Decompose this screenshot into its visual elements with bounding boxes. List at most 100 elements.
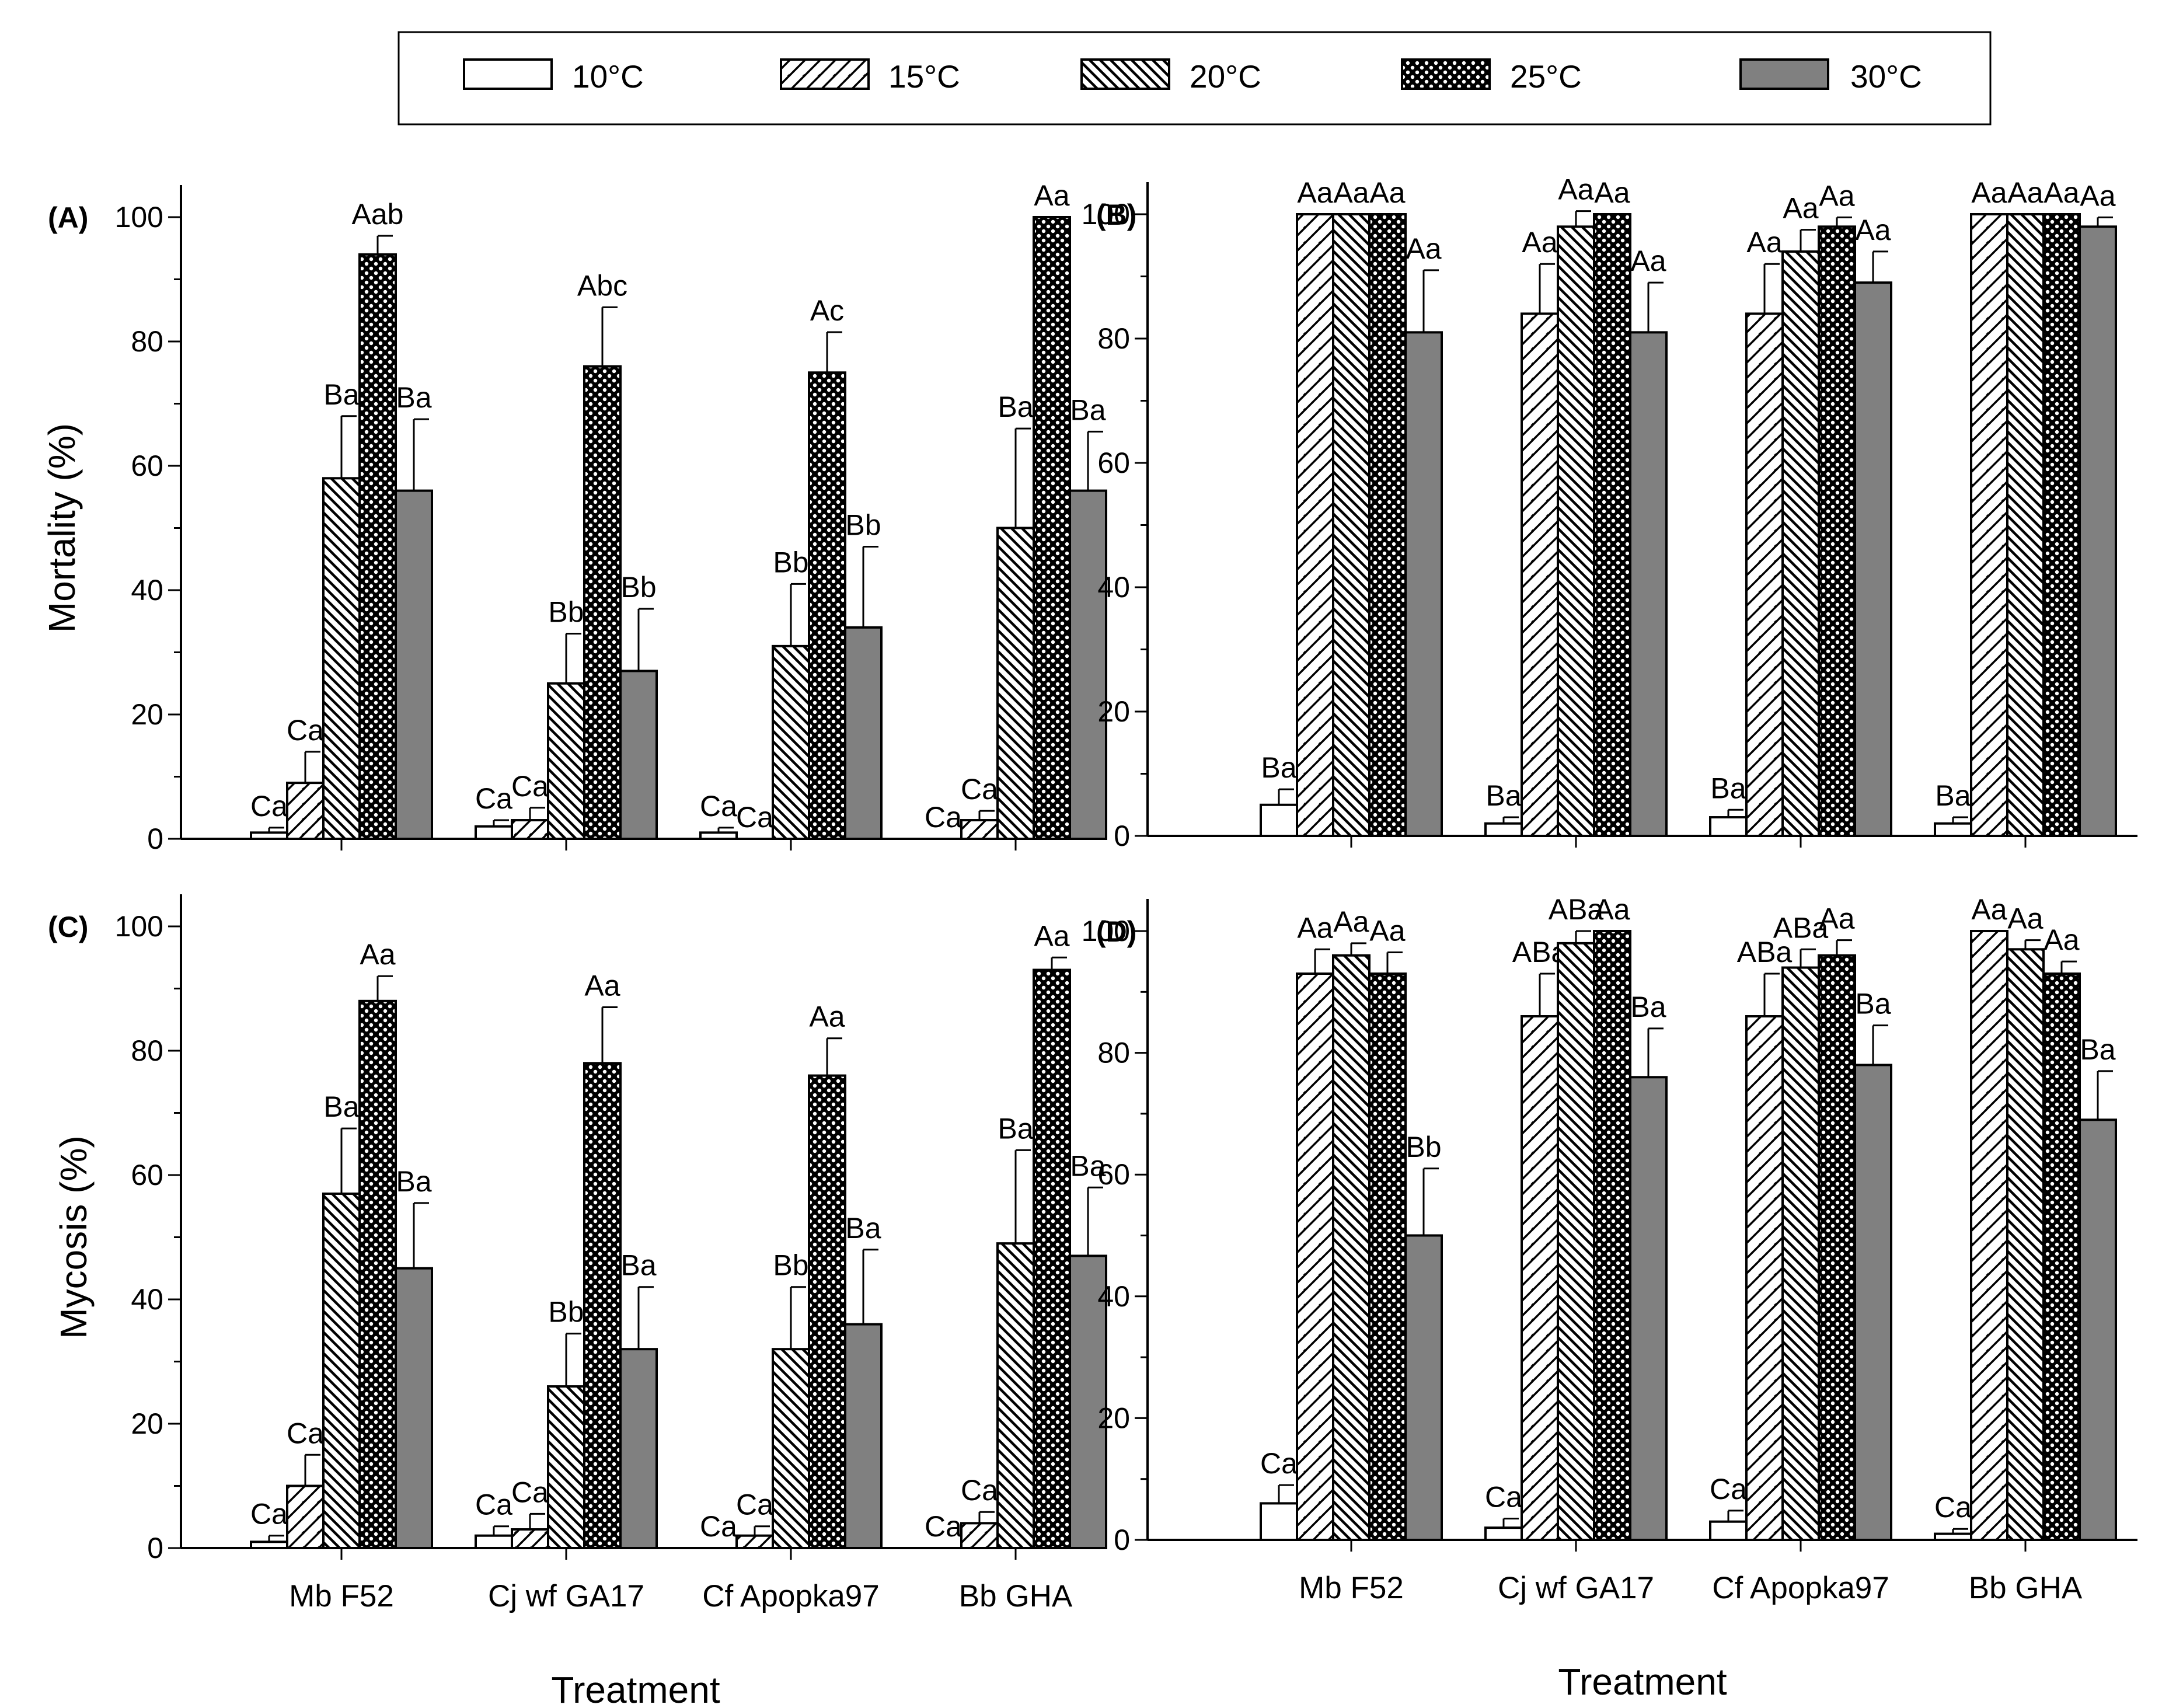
bar [547,1385,585,1550]
x-tick-label: Cf Apopka97 [702,1579,880,1613]
significance-label: Ca [961,1474,998,1507]
bar [1521,312,1559,837]
x-axis-label: Treatment [1558,1661,1727,1703]
bar [1484,822,1523,837]
significance-label: Aa [1971,176,2007,209]
significance-label: Aa [1819,902,1854,935]
bar [475,1534,513,1549]
bar [1069,1254,1107,1549]
bar [808,1074,846,1549]
bar [1296,213,1334,837]
bar [1368,213,1407,837]
significance-label: Aa [2044,923,2079,956]
bar [2042,972,2081,1541]
bar [286,782,325,841]
y-tick-label: 0 [1114,1524,1130,1556]
significance-label: Ca [1485,1480,1522,1513]
significance-label: Bb [845,508,881,541]
significance-label: Aa [1297,911,1333,944]
bar [735,1534,774,1549]
y-tick-label: 80 [1097,322,1130,355]
bar [2042,213,2081,837]
significance-label: Ca [925,1510,962,1543]
significance-label: Aa [1333,905,1369,938]
significance-label: Aa [1034,919,1069,952]
bar [960,819,999,841]
significance-label: Ac [810,294,844,327]
significance-label: Ba [323,378,359,411]
bar [395,489,433,840]
legend-swatch-30c [1739,58,1829,90]
significance-label: Ca [925,801,962,834]
significance-label: Ba [1070,1149,1106,1182]
significance-label: Aa [1558,173,1593,206]
bar [1033,216,1071,840]
significance-label: Ba [2080,1033,2115,1066]
significance-label: Aa [1034,179,1069,212]
bar [322,477,361,840]
y-tick-label: 60 [1097,447,1130,479]
y-tick-label: 20 [131,698,163,731]
x-tick-label: Cj wf GA17 [488,1579,644,1613]
significance-label: Ba [998,1112,1033,1145]
y-tick-label: 0 [1114,820,1130,852]
significance-label: Ba [396,1165,431,1198]
significance-label: Ba [1855,988,1891,1020]
bar [2079,225,2117,837]
significance-label: Aa [584,969,620,1002]
legend-swatch-20c [1080,58,1170,90]
y-tick-label: 100 [115,201,163,233]
bar [1818,225,1856,837]
bar [1368,972,1407,1541]
x-tick-label: Cf Apopka97 [1712,1571,1889,1605]
bar [619,1348,658,1549]
significance-label: Aa [1406,232,1441,265]
bar [1629,1076,1668,1541]
y-tick-label: 100 [115,910,163,943]
bar [511,819,549,841]
significance-label: Ca [1260,1447,1298,1480]
significance-label: Aa [1746,226,1782,259]
y-axis-label: Mycosis (%) [53,1135,95,1338]
significance-label: Ba [1485,779,1521,812]
significance-label: Ca [287,714,324,747]
legend-label-25c: 25°C [1510,58,1582,95]
significance-label: Ba [845,1212,881,1245]
bar [1970,930,2008,1541]
bar [2079,1118,2117,1541]
significance-label: Aa [1369,915,1405,947]
bar [699,831,738,840]
y-tick-label: 0 [147,1532,163,1564]
bar [1934,822,1972,837]
significance-label: Aab [352,198,404,231]
panel-label: (B) [1096,198,1136,231]
significance-label: Ba [396,381,431,414]
legend-label-30c: 30°C [1850,58,1922,95]
bar [1260,803,1298,837]
bar [1629,331,1668,837]
significance-label: Ca [736,1489,773,1521]
significance-label: Aa [1819,179,1854,212]
bar [358,253,397,840]
bar [844,1323,883,1550]
bar [1593,930,1631,1541]
bar [250,831,288,840]
bar [808,371,846,840]
bar [1709,1520,1748,1541]
legend: 10°C 15°C 20°C 25°C 30°C [397,31,1992,126]
significance-label: Ba [1710,772,1746,804]
significance-label: Ca [250,1498,288,1531]
significance-label: Aa [1369,176,1405,209]
significance-label: Aa [2007,176,2043,209]
significance-label: ABa [1549,893,1604,926]
legend-swatch-25c [1401,58,1491,90]
significance-label: Aa [809,1001,845,1033]
bar [619,670,658,840]
significance-label: Aa [1333,176,1369,209]
y-tick-label: 20 [131,1407,163,1440]
bar [1557,225,1595,837]
